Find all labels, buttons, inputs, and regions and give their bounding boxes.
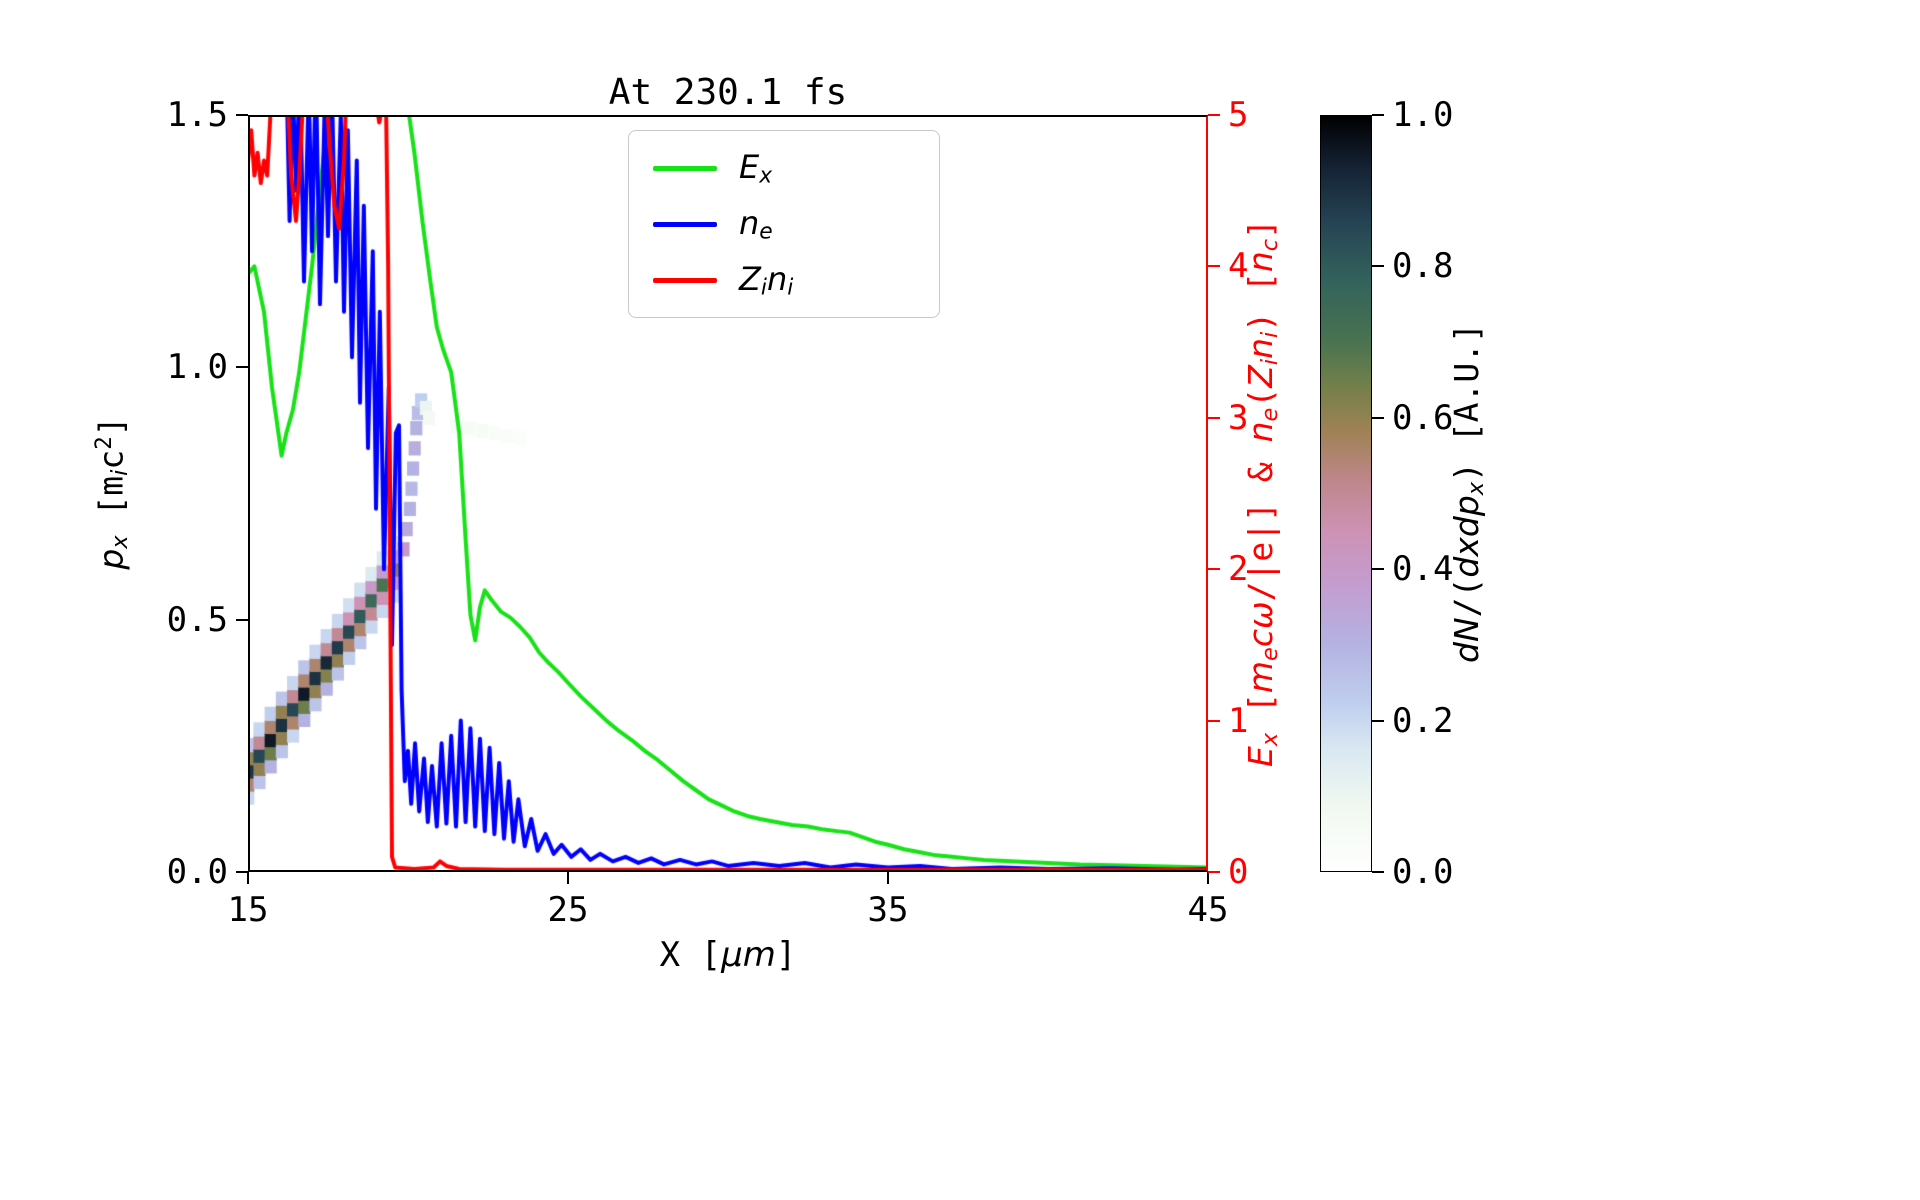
y-axis-label-left: px [mic2] [90, 416, 134, 570]
y-right-tick-label: 0 [1228, 852, 1249, 892]
plot-frame [248, 115, 1208, 872]
x-tick-mark [247, 872, 249, 884]
plot-title: At 230.1 fs [608, 72, 848, 113]
x-tick-label: 35 [867, 890, 909, 930]
legend-label: Zini [739, 259, 794, 301]
colorbar-tick-label: 0.0 [1392, 852, 1454, 892]
y-right-tick-mark [1208, 416, 1220, 419]
x-tick-mark [1207, 872, 1209, 884]
y-right-tick-label: 4 [1228, 246, 1249, 287]
legend-label: ne [739, 203, 773, 245]
y-right-tick-mark [1208, 871, 1220, 873]
colorbar-tick-mark [1372, 416, 1384, 419]
legend-line-sample [653, 277, 717, 283]
x-tick-mark [887, 872, 889, 884]
legend-item-ne: ne [639, 201, 929, 247]
y-right-tick-mark [1208, 265, 1220, 268]
x-tick-label: 25 [547, 890, 589, 930]
y-right-tick-label: 2 [1228, 549, 1249, 590]
colorbar-tick-mark [1372, 871, 1384, 873]
y-right-tick-label: 5 [1228, 95, 1249, 135]
y-left-tick-mark [236, 114, 248, 116]
x-tick-label: 15 [227, 890, 269, 930]
y-left-tick-label: 0.5 [166, 599, 228, 640]
y-right-tick-label: 1 [1228, 700, 1249, 741]
y-right-tick-mark [1208, 568, 1220, 571]
y-left-tick-label: 1.0 [166, 347, 228, 388]
colorbar-tick-mark [1372, 568, 1384, 571]
y-left-tick-mark [236, 366, 248, 369]
colorbar [1320, 115, 1372, 872]
colorbar-tick-label: 0.2 [1392, 700, 1454, 741]
legend-item-Zini: Zini [639, 257, 929, 303]
y-left-tick-mark [236, 618, 248, 621]
y-left-tick-label: 0.0 [166, 852, 228, 892]
y-axis-label-right: Ex [mecω/|e|] & ne(Zini) [nc] [1241, 219, 1283, 767]
colorbar-tick-label: 0.6 [1392, 397, 1454, 438]
colorbar-tick-label: 0.4 [1392, 549, 1454, 590]
legend: Ex ne Zini [628, 130, 940, 318]
legend-line-sample [653, 221, 717, 227]
x-tick-label: 45 [1187, 890, 1229, 930]
y-right-tick-mark [1208, 719, 1220, 722]
legend-label: Ex [739, 147, 773, 189]
legend-line-sample [653, 165, 717, 171]
legend-item-Ex: Ex [639, 145, 929, 191]
y-right-tick-label: 3 [1228, 397, 1249, 438]
colorbar-tick-mark [1372, 114, 1384, 116]
x-tick-mark [567, 872, 569, 884]
y-left-tick-mark [236, 871, 248, 873]
colorbar-tick-mark [1372, 265, 1384, 268]
x-axis-label: X [μm] [659, 935, 797, 975]
colorbar-tick-mark [1372, 719, 1384, 722]
colorbar-label: dN/(dxdpx) [A.U.] [1447, 323, 1489, 663]
y-left-tick-label: 1.5 [166, 95, 228, 135]
y-right-tick-mark [1208, 114, 1220, 116]
colorbar-tick-label: 1.0 [1392, 95, 1454, 135]
colorbar-tick-label: 0.8 [1392, 246, 1454, 287]
